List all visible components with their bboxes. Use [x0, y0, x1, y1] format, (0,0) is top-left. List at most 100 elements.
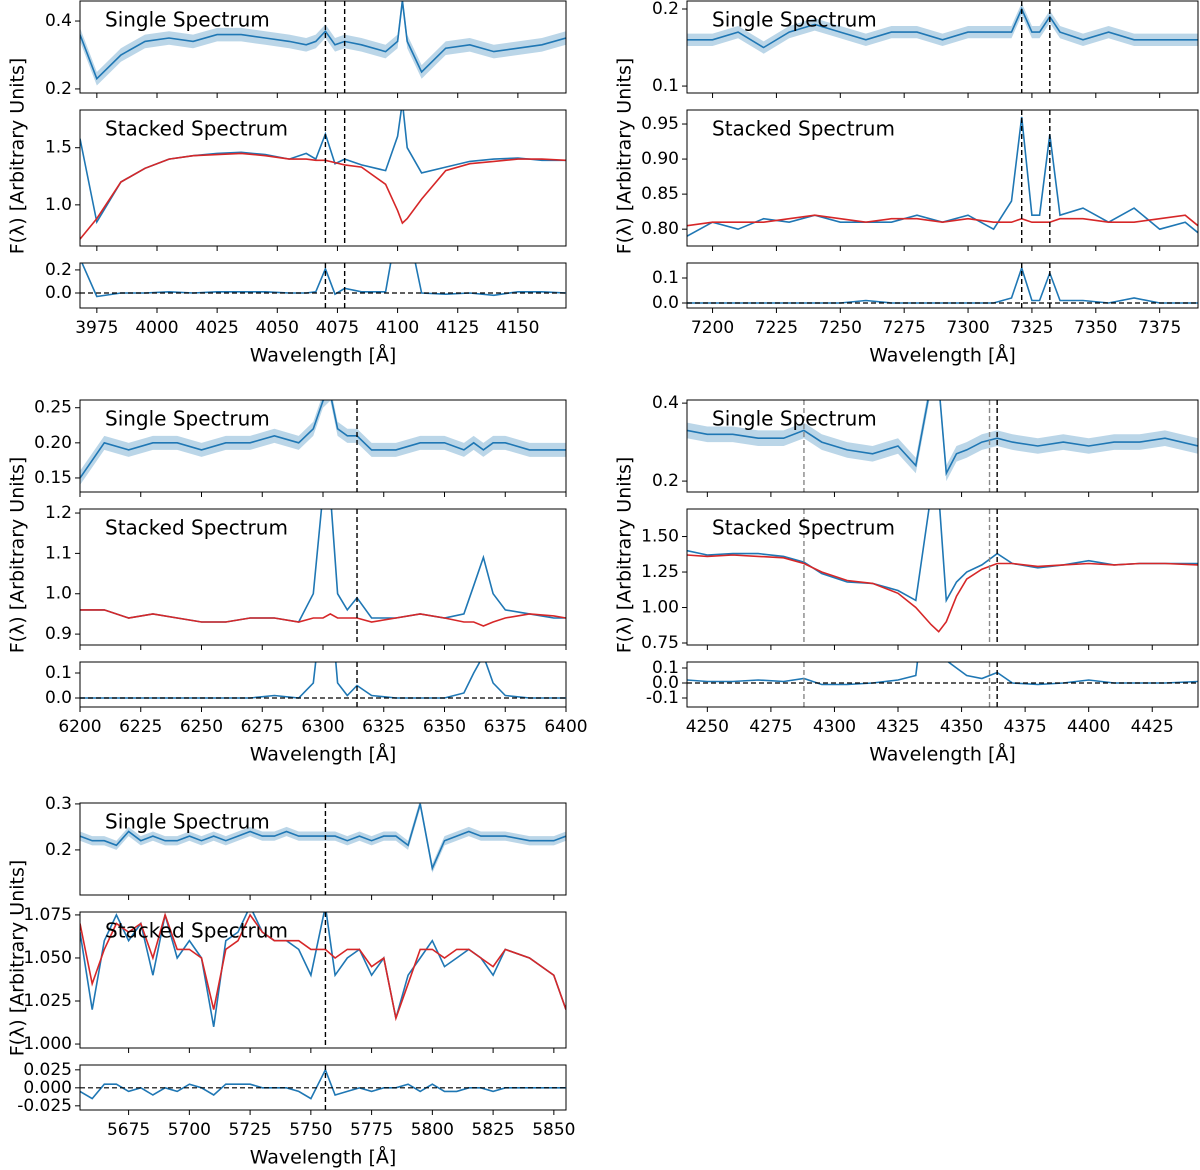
panel: 0.2 0.3 Single Spectrum 1.000 1.025 1.050 1.07… [7, 794, 576, 1169]
panel: 0.2 0.4 Single Spectrum 0.75 1.00 1.25 1.50 Sta… [614, 393, 1199, 766]
y-tick-label: 0.2 [652, 0, 679, 19]
subplot-title: Single Spectrum [105, 810, 270, 834]
x-axis-label: Wavelength [Å] [869, 344, 1016, 367]
x-tick-label: 6375 [484, 717, 527, 737]
y-tick-label: 0.0 [652, 673, 679, 693]
y-tick-label: 0.1 [652, 268, 679, 288]
subplot-title: Stacked Spectrum [105, 516, 288, 540]
plot-area [80, 803, 566, 895]
plot-area [687, 263, 1198, 308]
y-tick-label: 0.20 [34, 433, 72, 453]
axes-frame [686, 661, 1199, 708]
x-axis-label: Wavelength [Å] [869, 743, 1016, 766]
y-tick-label: 0.15 [34, 468, 72, 488]
y-tick-label: -0.025 [17, 1096, 72, 1116]
subplot-title: Stacked Spectrum [712, 516, 895, 540]
axes-frame [79, 802, 567, 896]
y-tick-label: 1.025 [23, 991, 72, 1011]
y-tick-label: 0.025 [23, 1060, 72, 1080]
subplot: 1.000 1.025 1.050 1.075 Stacked Spectrum [23, 905, 567, 1054]
y-tick-label: 1.0 [45, 195, 72, 215]
y-tick-label: 1.075 [23, 905, 72, 925]
x-tick-label: 6200 [58, 717, 101, 737]
y-tick-label: 1.5 [45, 138, 72, 158]
subplot: 0.15 0.20 0.25 Single Spectrum [34, 398, 567, 497]
subplot: 0.80 0.85 0.90 0.95 Stacked Spectrum [641, 109, 1199, 251]
axes-frame [79, 661, 567, 708]
y-tick-label: 0.0 [652, 293, 679, 313]
y-tick-label: 0.000 [23, 1078, 72, 1098]
error-band [687, 400, 1198, 482]
x-tick-label: 4250 [686, 717, 729, 737]
spectrum-line [687, 662, 1198, 686]
x-tick-label: 7375 [1138, 318, 1181, 338]
x-tick-label: 4350 [940, 717, 983, 737]
y-tick-label: 0.85 [641, 184, 679, 204]
axes-frame [686, 262, 1199, 309]
subplot-title: Stacked Spectrum [712, 117, 895, 141]
y-axis-label: F(λ) [Arbitrary Units] [7, 860, 29, 1057]
x-tick-label: 3975 [75, 318, 118, 338]
x-tick-label: 4150 [496, 318, 539, 338]
subplot-title: Stacked Spectrum [105, 919, 288, 943]
x-tick-label: 5725 [228, 1120, 271, 1140]
y-tick-label: 1.00 [641, 598, 679, 618]
subplot: 0.2 0.3 Single Spectrum [45, 794, 567, 900]
spectrum-line [687, 554, 1198, 633]
x-tick-label: 5775 [350, 1120, 393, 1140]
x-tick-label: 4050 [256, 318, 299, 338]
x-tick-label: 4125 [436, 318, 479, 338]
error-band [687, 2, 1198, 54]
x-tick-label: 5825 [471, 1120, 514, 1140]
spectrum-line [80, 1, 566, 81]
y-tick-label: 0.3 [45, 794, 72, 814]
x-tick-label: 6400 [544, 717, 587, 737]
x-tick-label: 6350 [423, 717, 466, 737]
x-tick-label: 5750 [289, 1120, 332, 1140]
y-tick-label: 0.95 [641, 114, 679, 134]
y-tick-label: -0.1 [646, 688, 679, 708]
spectrum-line [80, 912, 566, 1022]
x-tick-label: 4300 [813, 717, 856, 737]
spectrum-line [80, 509, 566, 623]
subplot-title: Single Spectrum [712, 8, 877, 32]
x-axis-label: Wavelength [Å] [250, 1146, 397, 1169]
subplot-title: Single Spectrum [712, 407, 877, 431]
y-tick-label: 0.90 [641, 149, 679, 169]
y-axis-label: F(λ) [Arbitrary Units] [614, 58, 636, 255]
x-tick-label: 4325 [876, 717, 919, 737]
subplot-title: Single Spectrum [105, 407, 270, 431]
axes-frame [686, 0, 1199, 94]
y-tick-label: 1.25 [641, 562, 679, 582]
x-tick-label: 4000 [135, 318, 178, 338]
subplot: 0.75 1.00 1.25 1.50 Stacked Spectrum [641, 508, 1199, 653]
subplot: 0.0 0.1 6200 6225 6250 6275 6300 6325 6350 6375 64… [45, 661, 588, 737]
plot-area [80, 1065, 566, 1110]
y-tick-label: 0.4 [652, 393, 679, 413]
panel: 0.1 0.2 Single Spectrum 0.80 0.85 0.90 0.95 Sta… [614, 0, 1199, 367]
x-axis-label: Wavelength [Å] [250, 743, 397, 766]
y-tick-label: 0.2 [45, 79, 72, 99]
y-tick-label: 0.2 [45, 260, 72, 280]
plot-area [80, 1, 566, 93]
y-axis-label: F(λ) [Arbitrary Units] [614, 457, 636, 654]
x-tick-label: 6325 [362, 717, 405, 737]
x-tick-label: 7200 [691, 318, 734, 338]
axes-frame [79, 911, 567, 1049]
spectrum-line [80, 152, 566, 240]
spectrum-line [687, 400, 1198, 477]
x-tick-label: 7325 [1010, 318, 1053, 338]
axes-frame [79, 109, 567, 247]
plot-area [80, 509, 566, 645]
x-tick-label: 5700 [168, 1120, 211, 1140]
spectrum-line [687, 214, 1198, 227]
y-tick-label: 0.2 [45, 840, 72, 860]
spectrum-line [80, 400, 566, 479]
y-tick-label: 0.0 [45, 688, 72, 708]
x-tick-label: 7300 [946, 318, 989, 338]
subplot: 0.9 1.0 1.1 1.2 Stacked Spectrum [45, 503, 567, 650]
x-tick-label: 6300 [301, 717, 344, 737]
x-tick-label: 6225 [119, 717, 162, 737]
